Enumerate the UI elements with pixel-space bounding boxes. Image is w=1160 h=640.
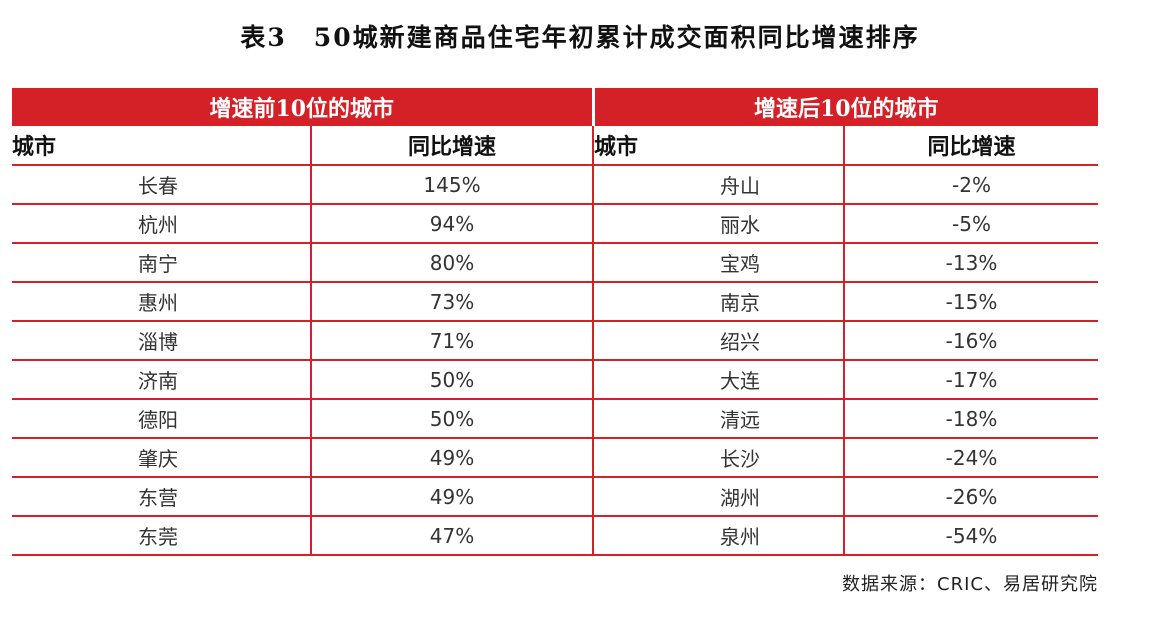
bottom-growth-cell: -24%	[843, 438, 1098, 478]
bottom-city-cell: 清远	[592, 399, 844, 439]
top-city-cell: 德阳	[12, 399, 311, 439]
table-row: 肇庆 49% 长沙 -24%	[12, 438, 1098, 478]
table-row: 东莞 47% 泉州 -54%	[12, 516, 1098, 556]
bottom10-group-header: 增速后10位的城市	[591, 88, 1098, 126]
top-growth-cell: 49%	[310, 477, 593, 517]
table-row: 长春 145% 舟山 -2%	[12, 165, 1098, 205]
column-header-row: 城市 同比增速 城市 同比增速	[12, 126, 1098, 166]
data-source-note: 数据来源：CRIC、易居研究院	[842, 574, 1098, 595]
table-row: 惠州 73% 南京 -15%	[12, 282, 1098, 322]
top-city-cell: 南宁	[12, 243, 311, 283]
top-city-cell: 肇庆	[12, 438, 311, 478]
top-city-cell: 济南	[12, 360, 311, 400]
bottom-growth-cell: -26%	[843, 477, 1098, 517]
top-growth-cell: 73%	[310, 282, 593, 322]
bottom-growth-cell: -16%	[843, 321, 1098, 361]
bottom-growth-cell: -5%	[843, 204, 1098, 244]
bottom-growth-cell: -17%	[843, 360, 1098, 400]
table-title: 表3 50城新建商品住宅年初累计成交面积同比增速排序	[240, 23, 920, 52]
top-growth-cell: 47%	[310, 516, 593, 556]
table-row: 德阳 50% 清远 -18%	[12, 399, 1098, 439]
bottom-city-cell: 南京	[592, 282, 844, 322]
table-row: 南宁 80% 宝鸡 -13%	[12, 243, 1098, 283]
top-growth-cell: 71%	[310, 321, 593, 361]
ranking-table: 增速前10位的城市 增速后10位的城市 城市 同比增速 城市 同比增速 长春 14…	[12, 88, 1098, 556]
top-growth-cell: 94%	[310, 204, 593, 244]
table-row: 东营 49% 湖州 -26%	[12, 477, 1098, 517]
top-growth-cell: 49%	[310, 438, 593, 478]
table-body: 长春 145% 舟山 -2% 杭州 94% 丽水 -5% 南宁 80% 宝鸡 -13% 惠州 73% 南京 -…	[12, 165, 1098, 556]
table-row: 杭州 94% 丽水 -5%	[12, 204, 1098, 244]
top-growth-cell: 145%	[310, 165, 593, 205]
bottom-city-cell: 长沙	[592, 438, 844, 478]
bottom-city-cell: 舟山	[592, 165, 844, 205]
col-header-top-city: 城市	[12, 126, 311, 166]
col-header-bottom-growth: 同比增速	[843, 126, 1098, 166]
growth-ranking-table: 增速前10位的城市 增速后10位的城市 城市 同比增速 城市 同比增速 长春 14…	[12, 88, 1098, 556]
top-city-cell: 惠州	[12, 282, 311, 322]
top-city-cell: 东营	[12, 477, 311, 517]
top10-group-header: 增速前10位的城市	[12, 88, 593, 126]
bottom-growth-cell: -54%	[843, 516, 1098, 556]
top-growth-cell: 50%	[310, 399, 593, 439]
col-header-top-growth: 同比增速	[310, 126, 593, 166]
bottom-city-cell: 宝鸡	[592, 243, 844, 283]
group-header-row: 增速前10位的城市 增速后10位的城市	[12, 88, 1098, 126]
top-city-cell: 东莞	[12, 516, 311, 556]
bottom-city-cell: 绍兴	[592, 321, 844, 361]
top-growth-cell: 50%	[310, 360, 593, 400]
bottom-city-cell: 丽水	[592, 204, 844, 244]
table-row: 济南 50% 大连 -17%	[12, 360, 1098, 400]
bottom-growth-cell: -13%	[843, 243, 1098, 283]
top-growth-cell: 80%	[310, 243, 593, 283]
top-city-cell: 杭州	[12, 204, 311, 244]
bottom-city-cell: 大连	[592, 360, 844, 400]
bottom-growth-cell: -2%	[843, 165, 1098, 205]
top-city-cell: 长春	[12, 165, 311, 205]
bottom-growth-cell: -18%	[843, 399, 1098, 439]
bottom-growth-cell: -15%	[843, 282, 1098, 322]
bottom-city-cell: 湖州	[592, 477, 844, 517]
col-header-bottom-city: 城市	[592, 126, 844, 166]
table-row: 淄博 71% 绍兴 -16%	[12, 321, 1098, 361]
top-city-cell: 淄博	[12, 321, 311, 361]
bottom-city-cell: 泉州	[592, 516, 844, 556]
